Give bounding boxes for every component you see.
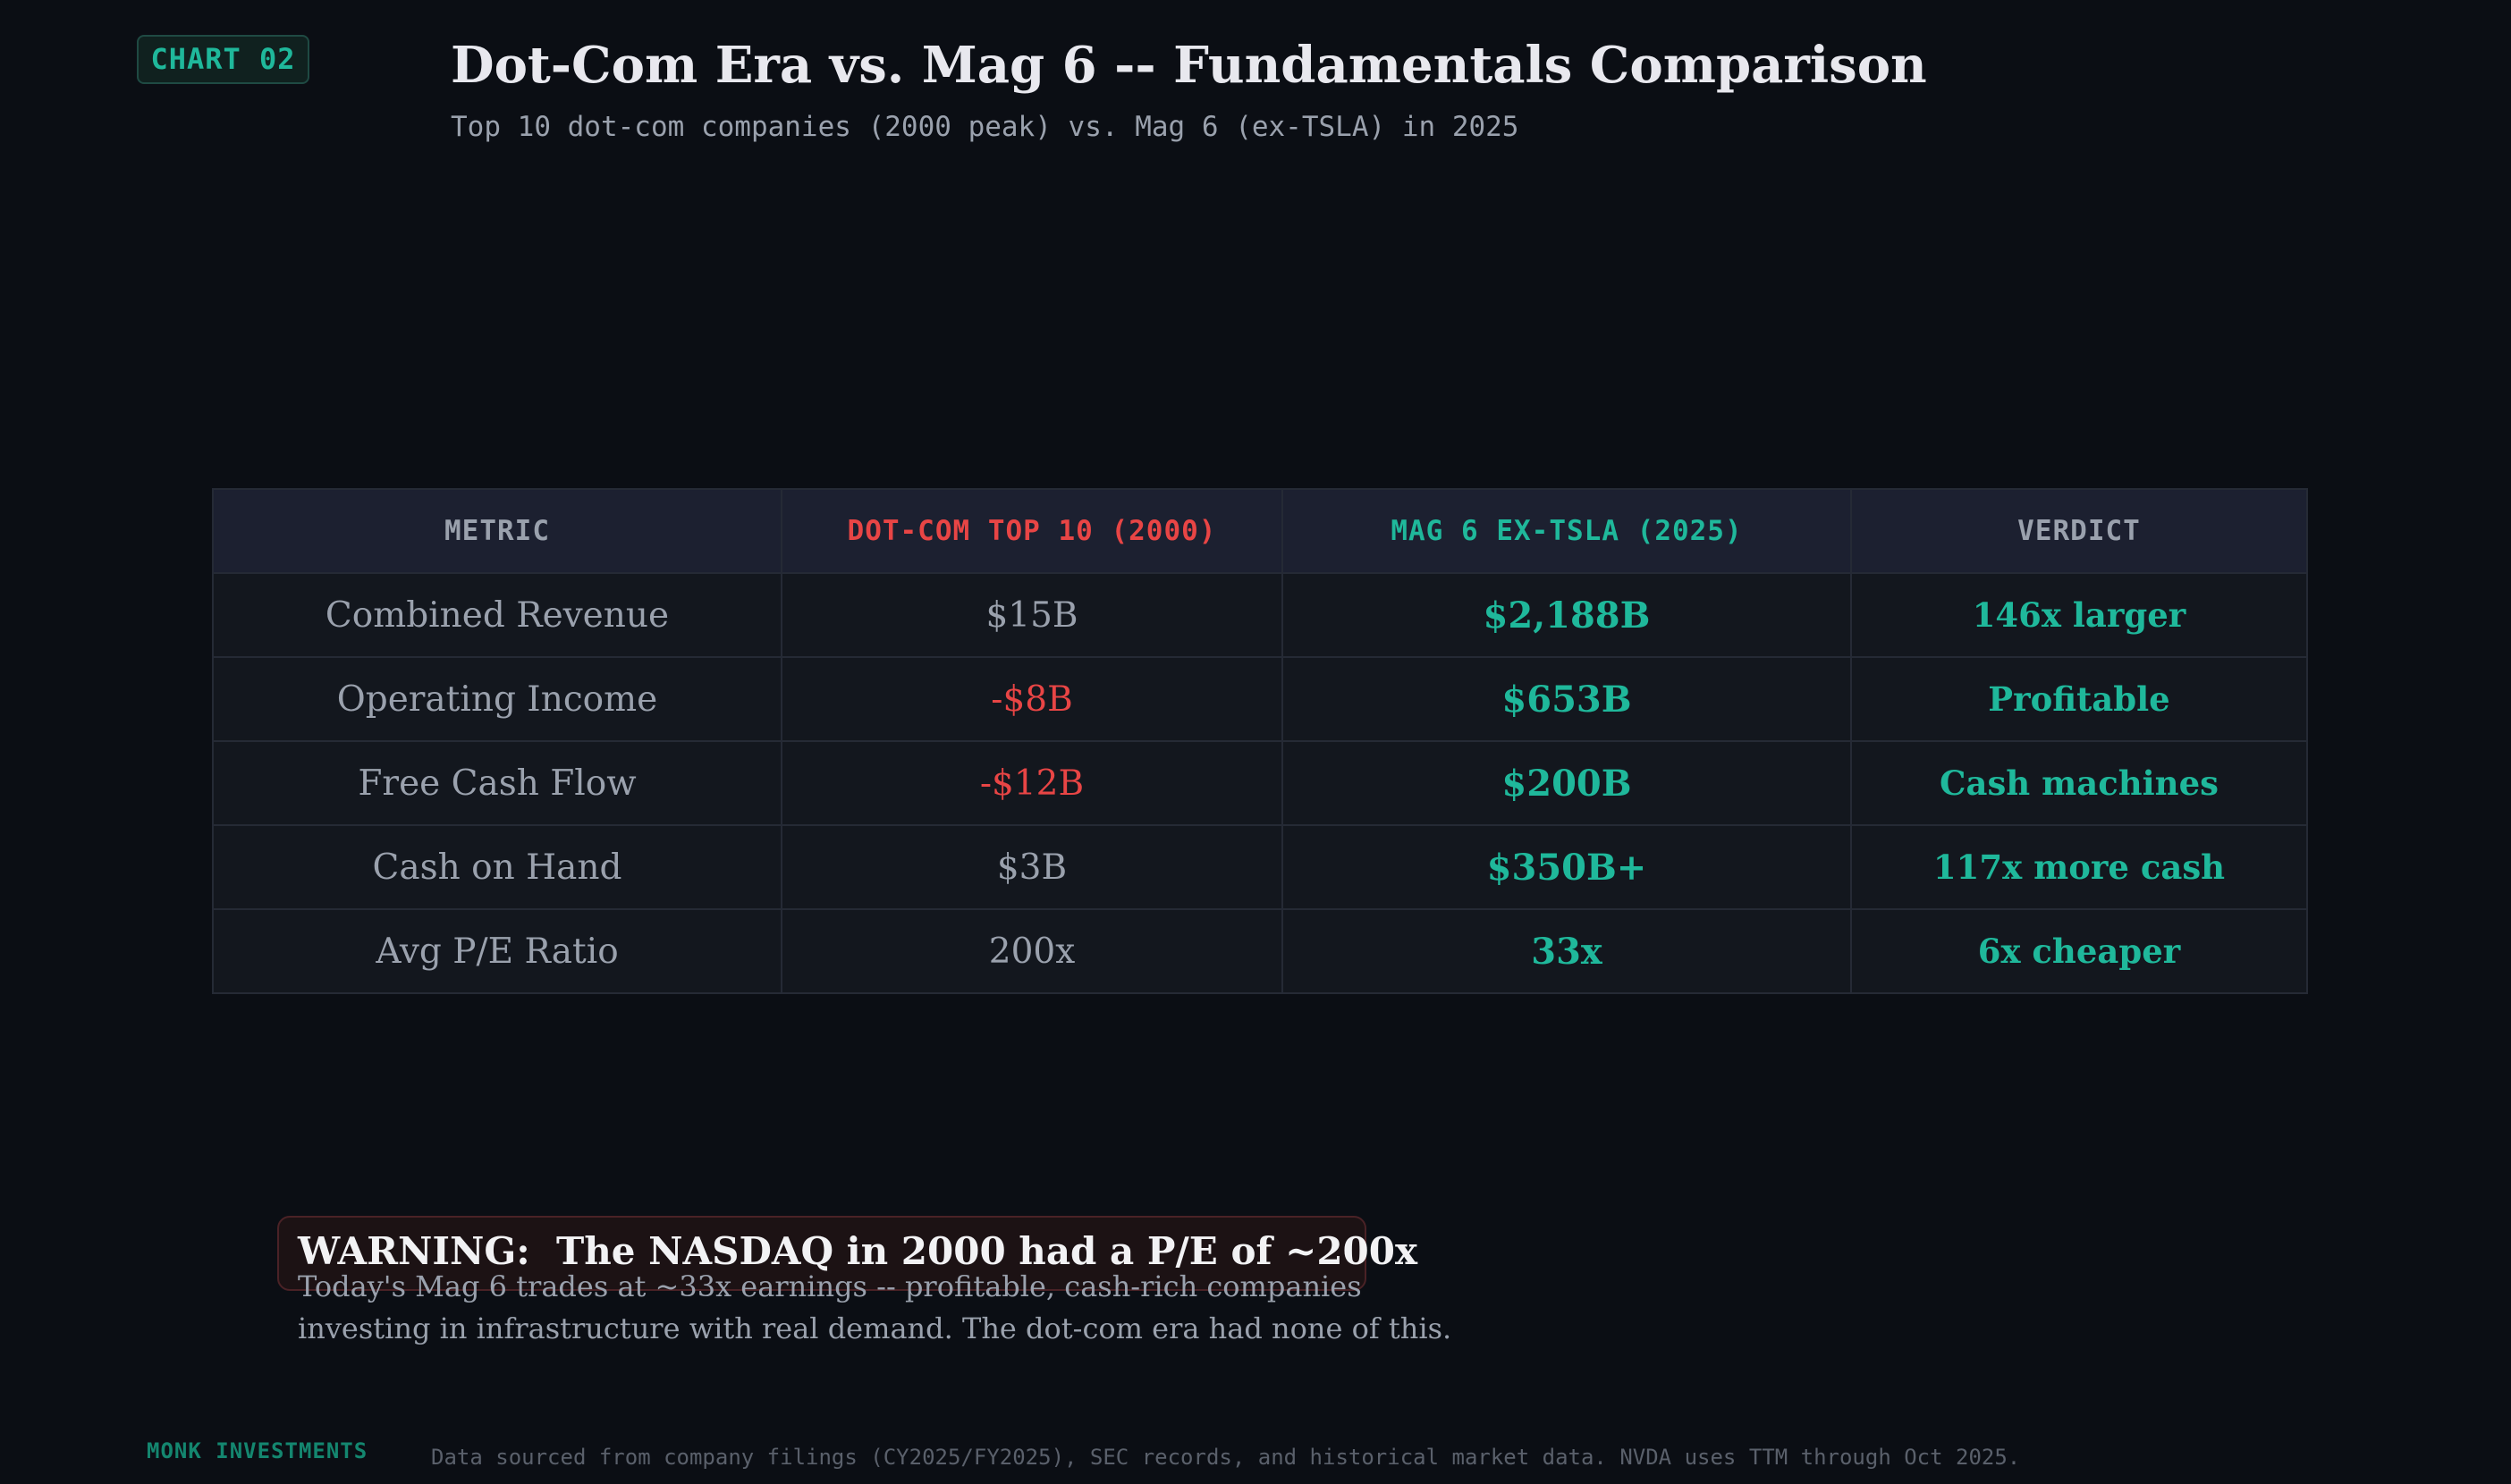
footer-source-note: Data sourced from company filings (CY202… [431, 1445, 2021, 1470]
table-row: Combined Revenue $15B $2,188B 146x large… [212, 572, 2308, 658]
column-header-dotcom: DOT-COM TOP 10 (2000) [781, 488, 1283, 574]
dotcom-value-cell: $3B [781, 824, 1283, 910]
metric-cell: Combined Revenue [212, 572, 782, 658]
dotcom-value-cell: -$12B [781, 740, 1283, 826]
verdict-cell: 6x cheaper [1850, 908, 2308, 994]
table-row: Cash on Hand $3B $350B+ 117x more cash [212, 824, 2308, 910]
warning-title: WARNING: The NASDAQ in 2000 had a P/E of… [298, 1229, 1418, 1273]
metric-cell: Avg P/E Ratio [212, 908, 782, 994]
chart-badge: CHART 02 [137, 35, 309, 84]
table-row: Operating Income -$8B $653B Profitable [212, 656, 2308, 742]
warning-callout-box [277, 1216, 1366, 1291]
dotcom-value-cell: 200x [781, 908, 1283, 994]
metric-cell: Operating Income [212, 656, 782, 742]
verdict-cell: Cash machines [1850, 740, 2308, 826]
warning-body: Today's Mag 6 trades at ~33x earnings --… [298, 1266, 1550, 1350]
table-header-row: METRIC DOT-COM TOP 10 (2000) MAG 6 EX-TS… [212, 488, 2308, 574]
dotcom-value-cell: -$8B [781, 656, 1283, 742]
mag6-value-cell: 33x [1281, 908, 1852, 994]
warning-body-line: investing in infrastructure with real de… [298, 1311, 1452, 1345]
footer-brand: MONK INVESTMENTS [147, 1438, 368, 1463]
table-row: Free Cash Flow -$12B $200B Cash machines [212, 740, 2308, 826]
verdict-cell: Profitable [1850, 656, 2308, 742]
mag6-value-cell: $2,188B [1281, 572, 1852, 658]
column-header-verdict: VERDICT [1850, 488, 2308, 574]
mag6-value-cell: $200B [1281, 740, 1852, 826]
mag6-value-cell: $653B [1281, 656, 1852, 742]
verdict-cell: 146x larger [1850, 572, 2308, 658]
warning-body-line: Today's Mag 6 trades at ~33x earnings --… [298, 1269, 1362, 1303]
metric-cell: Cash on Hand [212, 824, 782, 910]
column-header-metric: METRIC [212, 488, 782, 574]
page-subtitle: Top 10 dot-com companies (2000 peak) vs.… [451, 111, 1519, 143]
verdict-cell: 117x more cash [1850, 824, 2308, 910]
metric-cell: Free Cash Flow [212, 740, 782, 826]
comparison-table: METRIC DOT-COM TOP 10 (2000) MAG 6 EX-TS… [212, 488, 2308, 994]
page-title: Dot-Com Era vs. Mag 6 -- Fundamentals Co… [451, 36, 1927, 95]
mag6-value-cell: $350B+ [1281, 824, 1852, 910]
column-header-mag6: MAG 6 EX-TSLA (2025) [1281, 488, 1852, 574]
dotcom-value-cell: $15B [781, 572, 1283, 658]
table-row: Avg P/E Ratio 200x 33x 6x cheaper [212, 908, 2308, 994]
